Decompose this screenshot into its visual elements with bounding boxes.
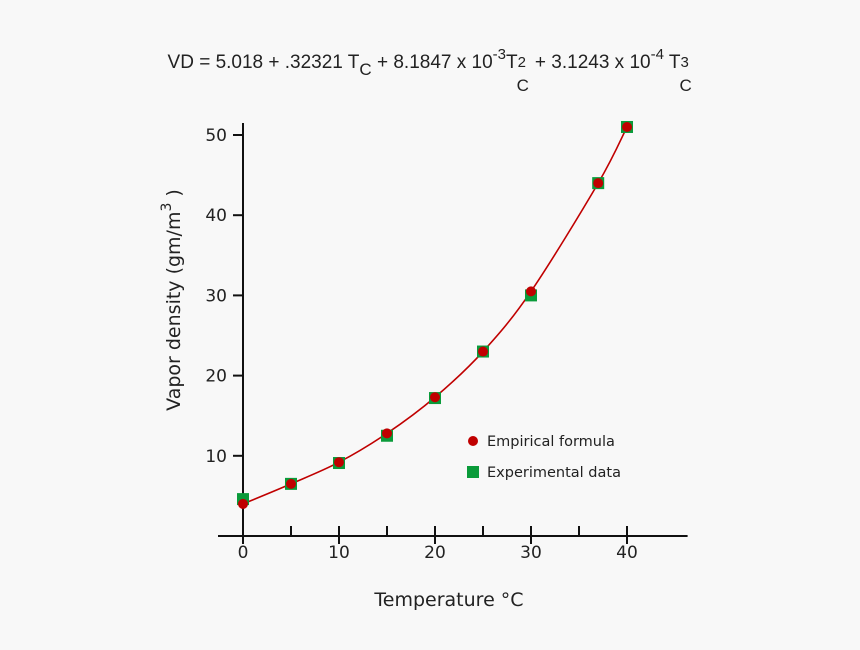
empirical-formula-point xyxy=(526,286,536,297)
legend-circle-marker xyxy=(468,436,478,446)
formula-sup: 2 xyxy=(517,54,526,71)
y-axis-label-main: Vapor density (gm/m xyxy=(163,212,185,411)
formula-exp: -3 xyxy=(492,46,507,63)
y-axis-label-end: ) xyxy=(163,189,185,202)
empirical-formula-point xyxy=(238,498,248,509)
formula-part: + 8.1847 x 10 xyxy=(371,52,493,73)
formula-part: + 3.1243 x 10 xyxy=(529,52,651,73)
chart-title-formula: VD = 5.018 + .32321 TC + 8.1847 x 10-3T 2… xyxy=(0,46,860,95)
y-tick-label: 20 xyxy=(205,367,227,387)
x-tick-label: 10 xyxy=(328,543,350,563)
y-axis-label-sup: 3 xyxy=(159,203,175,212)
y-tick-label: 10 xyxy=(205,447,227,467)
formula-part: T xyxy=(663,52,681,73)
empirical-formula-point xyxy=(593,178,604,189)
x-tick-label: 40 xyxy=(616,543,638,563)
y-tick-label: 30 xyxy=(205,286,227,306)
formula-part: T xyxy=(506,52,518,73)
empirical-formula-point xyxy=(286,478,296,489)
x-axis-label: Temperature °C xyxy=(373,589,523,611)
formula-sub: C xyxy=(516,76,529,95)
x-tick-label: 20 xyxy=(424,543,446,563)
y-axis-label: Vapor density (gm/m3 ) xyxy=(159,189,185,411)
empirical-formula-point xyxy=(430,392,440,403)
formula-part: VD = 5.018 + .32321 T xyxy=(167,52,360,73)
formula-sup: 3 xyxy=(680,54,689,71)
legend-label: Experimental data xyxy=(487,465,621,481)
legend-square-marker xyxy=(467,466,479,478)
formula-sub: C xyxy=(679,76,692,95)
y-tick-label: 50 xyxy=(205,126,227,146)
empirical-formula-point xyxy=(382,428,392,439)
empirical-curve xyxy=(242,126,628,505)
formula-exp: -4 xyxy=(650,46,664,63)
empirical-formula-point xyxy=(478,346,488,357)
x-tick-label: 0 xyxy=(238,543,249,563)
legend: Empirical formula Experimental data xyxy=(467,434,621,481)
empirical-formula-point xyxy=(622,121,632,132)
empirical-formula-point xyxy=(334,457,344,468)
legend-label: Empirical formula xyxy=(487,434,615,450)
formula-sub: C xyxy=(359,60,372,79)
y-tick-label: 40 xyxy=(205,206,227,226)
x-tick-label: 30 xyxy=(520,543,542,563)
